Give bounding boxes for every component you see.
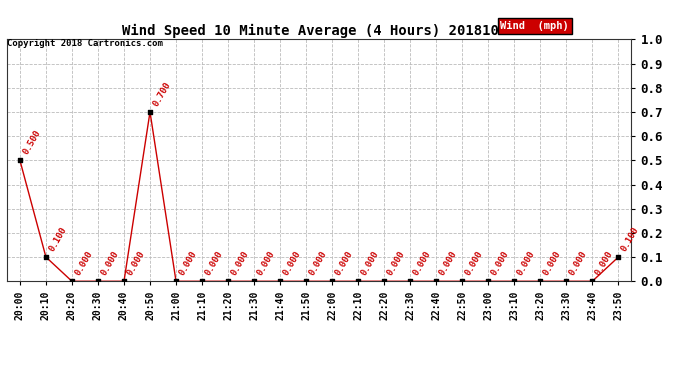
Text: 0.000: 0.000 <box>73 249 95 277</box>
Text: 0.000: 0.000 <box>490 249 511 277</box>
Text: 0.000: 0.000 <box>308 249 328 277</box>
Point <box>353 278 364 284</box>
Point <box>275 278 286 284</box>
Text: 0.700: 0.700 <box>151 80 172 108</box>
Point <box>457 278 468 284</box>
Point <box>170 278 181 284</box>
Point <box>197 278 208 284</box>
Text: Wind  (mph): Wind (mph) <box>500 21 569 31</box>
Text: Copyright 2018 Cartronics.com: Copyright 2018 Cartronics.com <box>7 39 163 48</box>
Text: 0.000: 0.000 <box>437 249 459 277</box>
Text: 0.000: 0.000 <box>333 249 355 277</box>
Point <box>431 278 442 284</box>
Point <box>119 278 130 284</box>
Text: 0.000: 0.000 <box>593 249 615 277</box>
Text: 0.000: 0.000 <box>99 249 121 277</box>
Point <box>326 278 337 284</box>
Point <box>613 254 624 260</box>
Point <box>379 278 390 284</box>
Text: 0.000: 0.000 <box>411 249 433 277</box>
Text: 0.000: 0.000 <box>515 249 537 277</box>
Point <box>509 278 520 284</box>
Text: 0.000: 0.000 <box>542 249 563 277</box>
Point <box>92 278 104 284</box>
Text: 0.000: 0.000 <box>126 249 146 277</box>
Point <box>66 278 77 284</box>
Text: 0.000: 0.000 <box>282 249 303 277</box>
Point <box>404 278 415 284</box>
Text: 0.500: 0.500 <box>21 128 43 156</box>
Point <box>586 278 598 284</box>
Text: 0.000: 0.000 <box>464 249 485 277</box>
Point <box>483 278 494 284</box>
Text: 0.100: 0.100 <box>620 225 641 253</box>
Point <box>561 278 572 284</box>
Text: 0.000: 0.000 <box>359 249 381 277</box>
Point <box>41 254 52 260</box>
Point <box>144 109 155 115</box>
Point <box>248 278 259 284</box>
Point <box>14 158 26 164</box>
Text: 0.000: 0.000 <box>255 249 277 277</box>
Text: 0.000: 0.000 <box>568 249 589 277</box>
Text: 0.000: 0.000 <box>177 249 199 277</box>
Title: Wind Speed 10 Minute Average (4 Hours) 20181018: Wind Speed 10 Minute Average (4 Hours) 2… <box>122 24 516 38</box>
Text: 0.100: 0.100 <box>48 225 68 253</box>
Text: 0.000: 0.000 <box>204 249 225 277</box>
Point <box>223 278 234 284</box>
Point <box>301 278 312 284</box>
Point <box>535 278 546 284</box>
Text: 0.000: 0.000 <box>230 249 250 277</box>
Text: 0.000: 0.000 <box>386 249 407 277</box>
